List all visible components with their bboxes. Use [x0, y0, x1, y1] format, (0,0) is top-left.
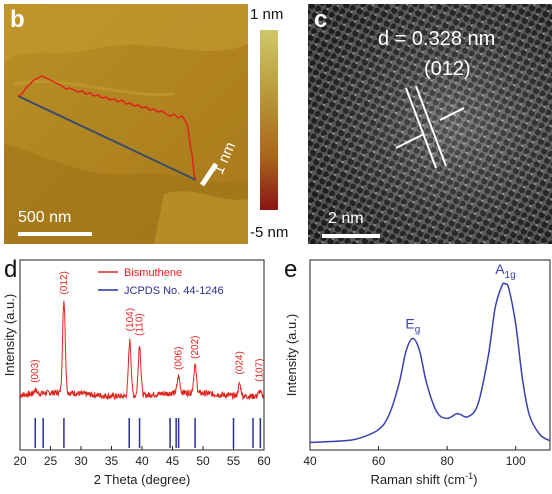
height-profile — [17, 75, 197, 181]
plot-frame — [309, 259, 551, 451]
peak-label-sub: 1g — [505, 270, 516, 281]
tem-scale-bar-label: 2 nm — [328, 210, 364, 227]
raman-series-line — [309, 282, 551, 444]
raman-chart: 40 60 80 100 Raman shift (cm-1) Intensity (a.… — [284, 259, 551, 487]
y-axis-label: Intensity (a.u.) — [2, 294, 17, 376]
lattice-line-1 — [405, 87, 437, 169]
y-axis-label: Intensity (a.u.) — [284, 314, 299, 396]
peak-label: (107) — [255, 359, 266, 382]
profile-line — [17, 95, 197, 181]
peak-label: (104) — [125, 308, 136, 331]
panel-letter-b: b — [10, 6, 25, 33]
d-spacing-label: d = 0.328 nm — [378, 28, 496, 50]
peak-label: (202) — [190, 336, 201, 359]
peak-label: (006) — [174, 347, 185, 370]
colorbar — [260, 30, 278, 210]
tem-scale-bar — [322, 234, 380, 238]
xrd-chart: 20 25 30 35 40 45 50 55 60 2 Theta (degree) Intens… — [2, 259, 271, 487]
x-axis-label-close: ) — [473, 472, 477, 487]
x-tick-label: 40 — [303, 454, 317, 468]
x-tick-label: 35 — [105, 454, 119, 468]
x-tick-label: 20 — [13, 454, 27, 468]
x-tick-label: 45 — [166, 454, 180, 468]
x-tick-label: 30 — [74, 454, 88, 468]
x-tick-label: 80 — [440, 454, 454, 468]
panel-letter-c: c — [314, 6, 328, 33]
hrtem-panel: c d = 0.328 nm (012) 2 nm — [308, 4, 552, 244]
scale-bar-label: 500 nm — [18, 209, 72, 226]
x-tick-label: 60 — [372, 454, 386, 468]
colorbar-min-label: -5 nm — [250, 224, 289, 241]
peak-label-sub: g — [415, 324, 421, 335]
hrtem-image — [308, 4, 552, 244]
x-tick-label: 25 — [44, 454, 58, 468]
panel-letter-d: d — [4, 256, 18, 283]
panel-letter-e: e — [284, 256, 298, 283]
x-tick-label: 40 — [135, 454, 149, 468]
arrow-left — [395, 133, 425, 149]
x-axis-label: Raman shift (cm-1) — [371, 471, 478, 487]
peak-label: (110) — [135, 313, 146, 336]
x-tick-label: 50 — [196, 454, 210, 468]
peak-label: A1g — [495, 261, 515, 281]
x-tick-label: 60 — [257, 454, 271, 468]
afm-image — [4, 4, 248, 244]
x-tick-label: 100 — [506, 454, 526, 468]
arrow-right — [439, 107, 465, 121]
plane-label: (012) — [424, 58, 471, 80]
legend-label: Bismuthene — [124, 267, 182, 279]
peak-label: Eg — [405, 315, 420, 335]
legend-label: JCPDS No. 44-1246 — [124, 285, 224, 297]
xrd-series-line — [19, 300, 265, 401]
peak-label: (024) — [235, 351, 246, 374]
colorbar-max-label: 1 nm — [250, 6, 284, 23]
lattice-line-2 — [415, 85, 447, 167]
x-axis-label-sup: -1 — [465, 471, 473, 481]
x-tick-label: 55 — [227, 454, 241, 468]
peak-label: (003) — [30, 359, 41, 382]
scale-bar — [18, 232, 92, 236]
step-bar — [199, 162, 219, 187]
x-axis-label: 2 Theta (degree) — [94, 472, 191, 487]
peak-label: (012) — [59, 271, 70, 294]
afm-panel: b 500 nm 1 nm — [4, 4, 248, 244]
